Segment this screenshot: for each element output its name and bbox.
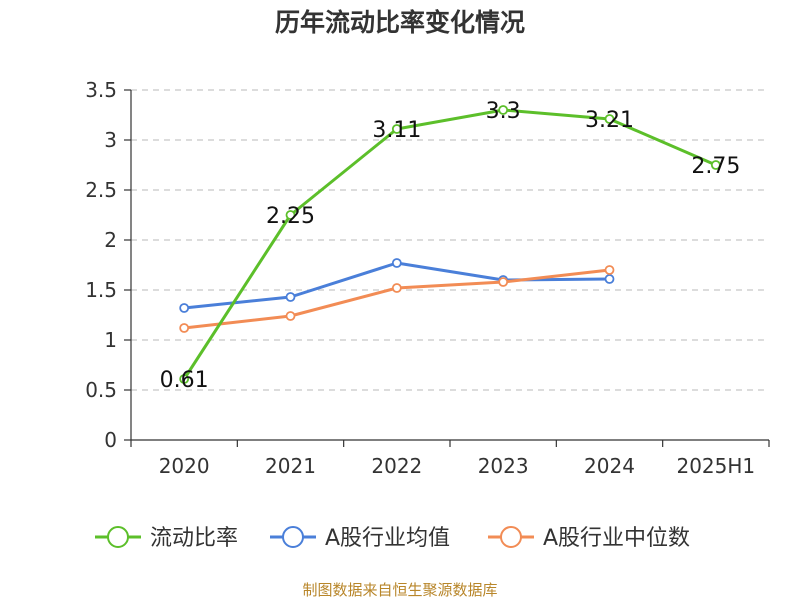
data-label: 3.11: [372, 118, 421, 143]
legend-swatch-marker: [107, 526, 129, 548]
grid: [131, 89, 769, 391]
chart-title: 历年流动比率变化情况: [275, 8, 525, 37]
x-tick-label: 2025H1: [676, 454, 755, 478]
data-point[interactable]: [285, 311, 296, 321]
data-point[interactable]: [285, 292, 296, 302]
data-point[interactable]: [710, 160, 721, 170]
y-tick-label: 2: [104, 228, 117, 252]
data-point[interactable]: [498, 105, 509, 115]
data-point[interactable]: [391, 124, 402, 134]
x-tick-label: 2022: [371, 454, 422, 478]
data-point[interactable]: [179, 374, 190, 384]
source-footer: 制图数据来自恒生聚源数据库: [302, 581, 497, 599]
legend-swatch-marker: [500, 526, 522, 548]
data-point[interactable]: [604, 265, 615, 275]
data-label: 3.3: [486, 99, 521, 124]
data-label: 3.21: [585, 108, 634, 133]
data-point[interactable]: [179, 303, 190, 313]
data-point[interactable]: [604, 114, 615, 124]
data-point[interactable]: [391, 283, 402, 293]
data-label: 2.25: [266, 204, 315, 229]
legend-label: A股行业中位数: [543, 526, 690, 551]
y-tick-label: 3: [104, 128, 117, 152]
y-tick-label: 0.5: [85, 378, 117, 402]
y-tick-label: 3.5: [85, 78, 117, 102]
legend-label: 流动比率: [150, 526, 238, 551]
y-tick-label: 0: [104, 428, 117, 452]
x-tick-label: 2024: [584, 454, 635, 478]
series-layer: [179, 105, 721, 384]
data-labels: 0.61 2.25 3.11 3.3 3.21 2.75: [160, 99, 741, 393]
legend-item[interactable]: A股行业中位数: [488, 526, 690, 551]
legend-item[interactable]: 流动比率: [95, 526, 238, 551]
x-tick-label: 2020: [159, 454, 210, 478]
data-point[interactable]: [179, 323, 190, 333]
data-point[interactable]: [391, 258, 402, 268]
y-tick-label: 2.5: [85, 178, 117, 202]
data-point[interactable]: [498, 277, 509, 287]
data-point[interactable]: [285, 210, 296, 220]
x-tick-label: 2021: [265, 454, 316, 478]
x-tick-label: 2023: [478, 454, 529, 478]
legend-item[interactable]: A股行业均值: [270, 526, 450, 551]
data-label: 2.75: [691, 154, 740, 179]
y-tick-label: 1.5: [85, 278, 117, 302]
legend-swatch-marker: [282, 526, 304, 548]
legend-label: A股行业均值: [325, 526, 450, 551]
y-tick-label: 1: [104, 328, 117, 352]
legend[interactable]: 流动比率 A股行业均值 A股行业中位数: [95, 526, 690, 551]
series-line-0: [182, 108, 717, 380]
data-label: 0.61: [160, 368, 209, 393]
data-point[interactable]: [604, 274, 615, 284]
axes: 0 0.5 1 1.5 2 2.5 3 3.5 2020 2021 2022 2023 2024 2025…: [85, 78, 770, 478]
